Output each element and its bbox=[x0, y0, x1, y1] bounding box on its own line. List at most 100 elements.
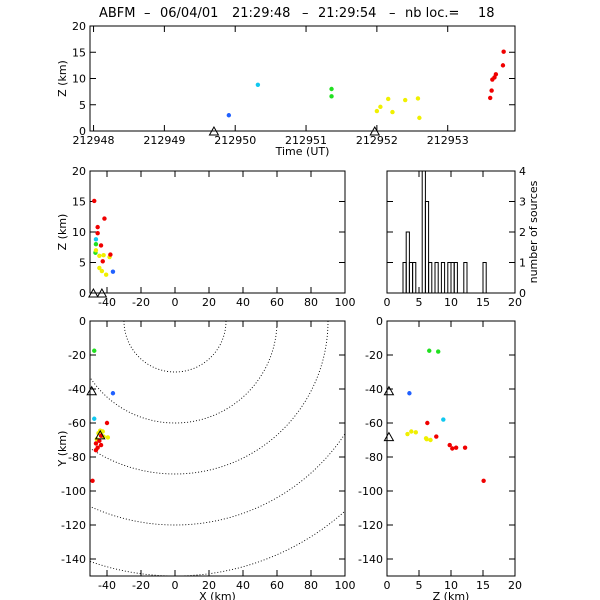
x-tick-label: 5 bbox=[416, 579, 423, 592]
data-point bbox=[386, 96, 391, 102]
data-point bbox=[93, 448, 99, 453]
data-point bbox=[329, 94, 334, 99]
histogram-bar bbox=[463, 262, 468, 293]
plot-frame bbox=[89, 170, 346, 294]
x-tick-label: 0 bbox=[384, 296, 391, 309]
tick-group: -40 -20 0 20 40 60 80 100 -140 -120 -100 -80 -60 -40 -… bbox=[61, 315, 355, 592]
data-point bbox=[101, 252, 106, 258]
x-tick-label: 10 bbox=[444, 579, 458, 592]
x-tick-label: 212950 bbox=[214, 134, 256, 147]
data-point bbox=[447, 442, 452, 448]
data-point bbox=[329, 86, 334, 92]
y-tick-label: -60 bbox=[365, 417, 383, 430]
data-point bbox=[436, 349, 441, 354]
tick-group: 0 5 10 15 20 -140 -120 -100 -80 -60 -40 -20 0 bbox=[358, 315, 522, 592]
data-point bbox=[453, 445, 459, 450]
y-tick-label: -120 bbox=[61, 519, 86, 532]
title-nb-value: 18 bbox=[478, 6, 495, 21]
histogram-bar bbox=[428, 262, 433, 293]
x-tick-label: -20 bbox=[132, 579, 150, 592]
y-tick-label: -40 bbox=[68, 383, 86, 396]
data-point bbox=[425, 420, 430, 426]
data-point bbox=[92, 416, 97, 421]
data-point bbox=[413, 430, 418, 435]
station-marker bbox=[88, 287, 99, 298]
data-point bbox=[105, 435, 111, 440]
data-point bbox=[428, 437, 433, 443]
y-tick-label: 10 bbox=[72, 226, 86, 239]
x-tick-label: 20 bbox=[202, 296, 216, 309]
data-point bbox=[493, 72, 499, 77]
tick-group: -40 -20 0 20 40 60 80 100 0 5 10 15 20 bbox=[72, 165, 356, 309]
y-tick-label: 2 bbox=[519, 226, 526, 239]
title-network: ABFM bbox=[99, 6, 136, 21]
time-height-panel: 212948 212949 212950 212951 212952 212953 0 5 10… bbox=[56, 20, 516, 158]
data-point bbox=[104, 420, 110, 426]
x-axis-label: Time (UT) bbox=[275, 145, 330, 158]
data-point bbox=[92, 198, 97, 204]
data-point bbox=[97, 253, 102, 258]
x-tick-label: -20 bbox=[132, 296, 150, 309]
data-point bbox=[110, 391, 116, 396]
x-tick-label: 0 bbox=[172, 296, 179, 309]
svg-text:–: – bbox=[389, 6, 396, 21]
plot-frame bbox=[89, 25, 516, 132]
x-tick-label: 212949 bbox=[143, 134, 185, 147]
y-tick-label: -100 bbox=[358, 485, 383, 498]
x-tick-label: 60 bbox=[270, 296, 284, 309]
x-tick-label: -40 bbox=[98, 296, 116, 309]
data-point bbox=[97, 265, 102, 271]
y-tick-label: -40 bbox=[365, 383, 383, 396]
x-tick-label: 40 bbox=[236, 296, 250, 309]
x-tick-label: 0 bbox=[172, 579, 179, 592]
data-point bbox=[462, 445, 468, 450]
x-tick-label: 212952 bbox=[356, 134, 398, 147]
x-axis-label: X (km) bbox=[199, 590, 236, 600]
y-tick-label: -140 bbox=[358, 553, 383, 566]
data-point bbox=[390, 109, 395, 115]
data-point bbox=[255, 82, 261, 88]
data-point bbox=[93, 441, 99, 446]
x-height-panel: -40 -20 0 20 40 60 80 100 0 5 10 15 20 Z (km) bbox=[56, 165, 356, 309]
y-tick-label: 0 bbox=[519, 287, 526, 300]
x-tick-label: 0 bbox=[384, 579, 391, 592]
data-point bbox=[92, 348, 97, 353]
y-tick-label: 0 bbox=[79, 315, 86, 328]
data-point bbox=[93, 248, 99, 253]
x-tick-label: 100 bbox=[335, 296, 356, 309]
x-tick-label: 212948 bbox=[73, 134, 115, 147]
y-tick-label: 0 bbox=[376, 315, 383, 328]
data-point bbox=[90, 478, 95, 483]
x-tick-label: 40 bbox=[236, 579, 250, 592]
x-tick-label: 20 bbox=[202, 579, 216, 592]
y-tick-label: -120 bbox=[358, 519, 383, 532]
y-axis-label: Z (km) bbox=[56, 214, 69, 251]
y-axis-label: Y (km) bbox=[56, 431, 69, 468]
title-nb-label: nb loc.= bbox=[405, 6, 459, 21]
y-axis-label: Z (km) bbox=[56, 60, 69, 97]
x-tick-label: 15 bbox=[476, 579, 490, 592]
x-tick-label: -40 bbox=[98, 579, 116, 592]
y-tick-label: -80 bbox=[365, 451, 383, 464]
y-tick-label: 4 bbox=[519, 165, 526, 178]
svg-text:–: – bbox=[144, 6, 151, 21]
histogram-bar bbox=[453, 262, 458, 293]
y-tick-label: 5 bbox=[79, 99, 86, 112]
data-point bbox=[500, 63, 506, 68]
data-point bbox=[434, 434, 439, 439]
data-point bbox=[417, 115, 422, 121]
y-tick-label: -60 bbox=[68, 417, 86, 430]
histogram-bar bbox=[434, 262, 439, 293]
data-point bbox=[103, 272, 109, 277]
data-point bbox=[226, 113, 232, 118]
station-marker bbox=[208, 125, 220, 136]
x-tick-label: 212951 bbox=[285, 134, 327, 147]
x-tick-label: 5 bbox=[416, 296, 423, 309]
data-point bbox=[99, 268, 105, 274]
tick-group: 212948 212949 212950 212951 212952 212953 0 5 10… bbox=[72, 20, 515, 147]
y-tick-label: 15 bbox=[72, 46, 86, 59]
station-marker bbox=[94, 429, 106, 440]
